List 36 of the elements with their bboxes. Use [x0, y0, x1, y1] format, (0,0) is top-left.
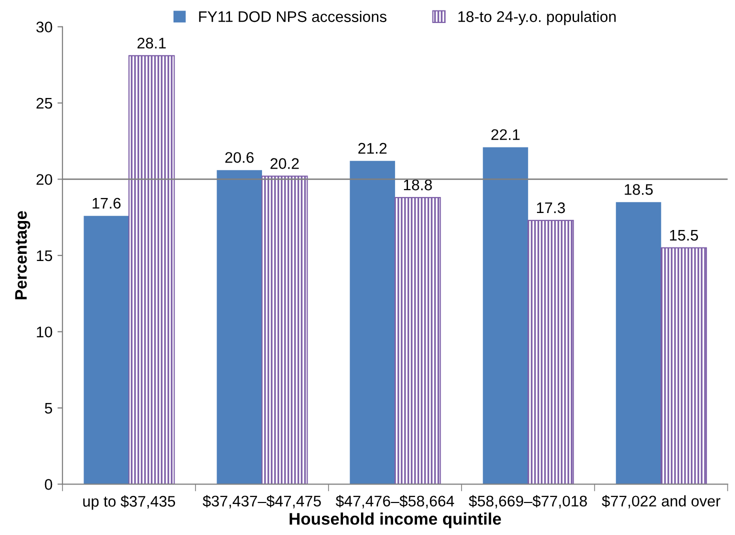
bar: [128, 55, 175, 484]
x-tick-label: $37,437–$47,475: [202, 495, 321, 508]
legend-label: 18-to 24-y.o. population: [458, 10, 616, 26]
x-axis-title: Household income quintile: [290, 512, 501, 528]
data-label: 28.1: [138, 38, 166, 49]
bar: [482, 147, 528, 484]
y-axis-title: Percentage: [15, 211, 30, 300]
x-tick-label: $77,022 and over: [602, 495, 720, 508]
y-tick-label: 0: [44, 479, 52, 490]
bar: [350, 160, 396, 484]
data-label: 17.6: [92, 198, 121, 209]
data-label: 18.8: [404, 180, 432, 190]
bar: [528, 220, 574, 484]
bar: [616, 202, 662, 484]
data-label: 15.5: [670, 230, 698, 241]
bar: [660, 247, 707, 484]
data-label: 20.2: [270, 158, 299, 169]
y-tick-label: 5: [44, 402, 52, 414]
x-tick-label: up to $37,435: [83, 495, 176, 510]
y-tick-label: 25: [36, 98, 52, 109]
data-label: 21.2: [358, 142, 387, 154]
y-tick-label: 15: [36, 250, 52, 262]
data-label: 22.1: [491, 129, 520, 140]
data-label: 17.3: [537, 202, 565, 214]
x-tick-label: $47,476–$58,664: [336, 495, 454, 508]
legend-label: FY11 DOD NPS accessions: [199, 10, 386, 22]
y-tick-label: 10: [36, 326, 52, 338]
bar: [84, 216, 129, 484]
bar: [394, 196, 441, 484]
bar: [261, 176, 308, 484]
data-label: 18.5: [624, 184, 653, 195]
bar: [216, 170, 262, 484]
x-tick-label: $58,669–$77,018: [468, 495, 587, 508]
data-label: 20.6: [225, 152, 254, 163]
y-tick-label: 20: [36, 174, 52, 185]
y-tick-label: 30: [36, 22, 52, 32]
